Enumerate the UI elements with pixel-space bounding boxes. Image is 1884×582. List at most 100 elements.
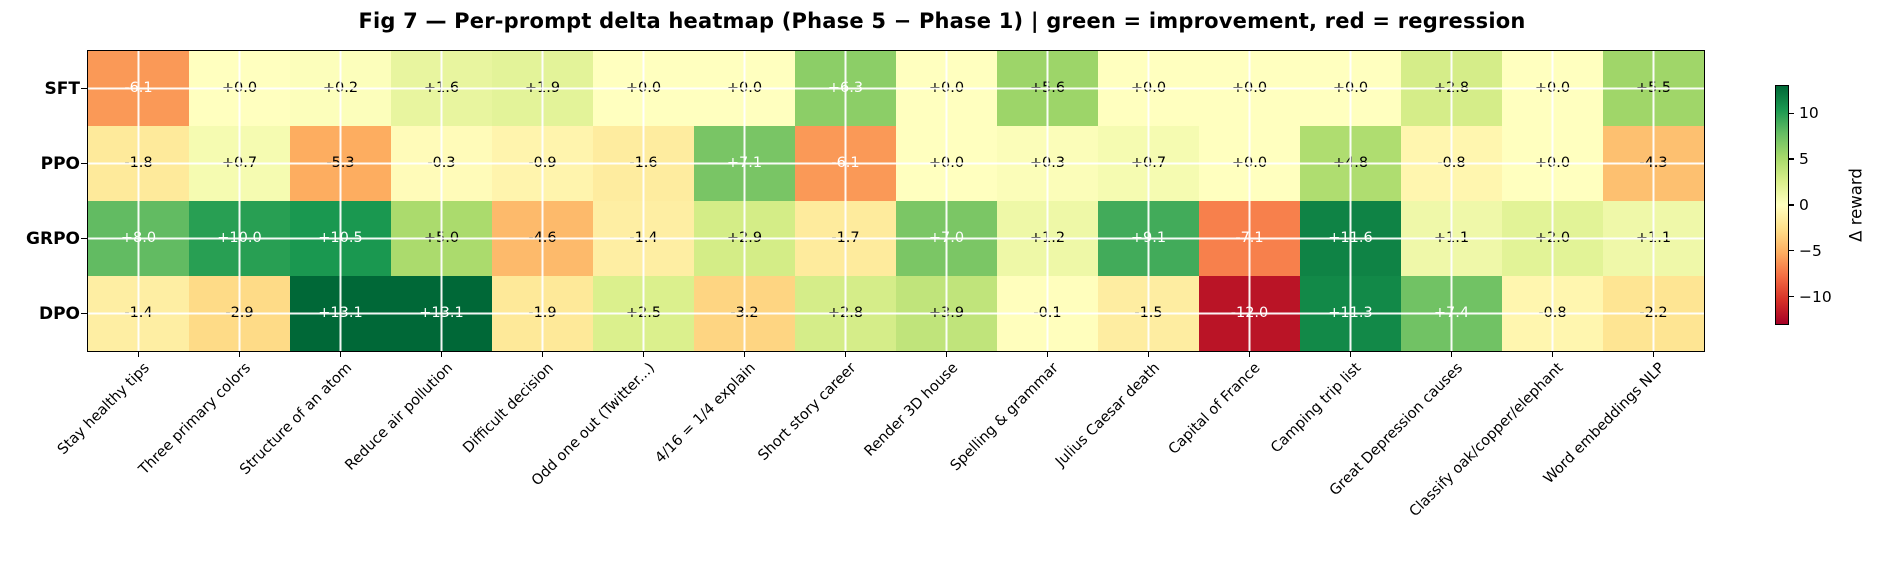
heatmap-cell: +11.3 [1300, 276, 1401, 351]
heatmap-cell: -1.5 [1098, 276, 1199, 351]
cell-value-label: +2.0 [1534, 230, 1571, 247]
heatmap-cell: +6.3 [795, 51, 896, 126]
cell-value-label: +1.1 [1433, 230, 1470, 247]
x-axis-tick [238, 351, 241, 357]
x-axis-label: Camping trip list [1268, 360, 1365, 457]
cell-value-label: +0.3 [1029, 155, 1066, 172]
cell-value-label: +0.0 [1130, 80, 1167, 97]
cell-value-label: +0.0 [1231, 155, 1268, 172]
colorbar-tick-label: −5 [1799, 241, 1822, 260]
heatmap-cell: +0.0 [189, 51, 290, 126]
heatmap-cell: -5.3 [290, 126, 391, 201]
heatmap-cell: +0.0 [1300, 51, 1401, 126]
x-axis-tick [844, 351, 847, 357]
heatmap-cell: -4.3 [1603, 126, 1704, 201]
cell-value-label: +2.5 [625, 305, 662, 322]
x-axis-tick [541, 351, 544, 357]
colorbar-axis-label: Δ reward [1846, 168, 1866, 242]
x-axis-label: Word embeddings NLP [1540, 360, 1668, 488]
y-axis-tick [81, 237, 87, 240]
cell-value-label: -1.4 [629, 230, 658, 247]
cell-value-label: +5.5 [1635, 80, 1672, 97]
cell-value-label: +0.0 [625, 80, 662, 97]
cell-value-label: +2.8 [827, 305, 864, 322]
heatmap-cell: -0.9 [492, 126, 593, 201]
cell-value-label: +0.0 [1534, 155, 1571, 172]
cell-value-label: +1.1 [1635, 230, 1672, 247]
heatmap-cell: +0.0 [1199, 51, 1300, 126]
cell-value-label: +1.6 [423, 80, 460, 97]
cell-value-label: +0.0 [1231, 80, 1268, 97]
colorbar-tick [1789, 250, 1794, 252]
heatmap-cell: +5.5 [1603, 51, 1704, 126]
cell-value-label: +13.1 [318, 305, 363, 322]
heatmap-cell: +1.2 [997, 201, 1098, 276]
x-axis-label: Short story career [755, 360, 860, 465]
heatmap-cell: +2.8 [795, 276, 896, 351]
heatmap-cell: +1.6 [391, 51, 492, 126]
heatmap-cell: +1.1 [1603, 201, 1704, 276]
cell-value-label: -1.4 [124, 305, 153, 322]
x-axis-tick [642, 351, 645, 357]
heatmap-cell: +7.1 [694, 126, 795, 201]
colorbar [1775, 85, 1789, 325]
cell-value-label: -5.3 [326, 155, 355, 172]
heatmap-cell: -7.1 [1199, 201, 1300, 276]
chart-title: Fig 7 — Per-prompt delta heatmap (Phase … [358, 9, 1526, 33]
x-axis-label: Three primary colors [135, 360, 254, 478]
cell-value-label: +6.3 [827, 80, 864, 97]
heatmap-cell: +0.0 [1199, 126, 1300, 201]
heatmap-cell: +1.9 [492, 51, 593, 126]
x-axis-label: Stay healthy tips [54, 360, 153, 458]
heatmap-cell: -6.1 [88, 51, 189, 126]
x-axis-label: Capital of France [1166, 360, 1264, 458]
cell-value-label: +1.9 [524, 80, 561, 97]
x-axis-label: Reduce air pollution [342, 360, 456, 474]
colorbar-tick [1789, 295, 1794, 298]
heatmap-cell: +0.0 [896, 126, 997, 201]
heatmap-cell: -2.2 [1603, 276, 1704, 351]
heatmap-cell: -3.2 [694, 276, 795, 351]
x-axis-label: Structure of an atom [236, 360, 355, 479]
heatmap-cell: -0.3 [391, 126, 492, 201]
heatmap-cell: -1.4 [593, 201, 694, 276]
cell-value-label: -0.1 [1033, 305, 1062, 322]
cell-value-label: -2.9 [225, 305, 254, 322]
heatmap-cell: +0.7 [1098, 126, 1199, 201]
heatmap-cell: -12.0 [1199, 276, 1300, 351]
x-axis-tick [945, 351, 948, 357]
cell-value-label: -6.1 [124, 80, 153, 97]
x-axis-tick [339, 351, 342, 357]
colorbar-tick [1789, 204, 1794, 206]
heatmap-cell: +11.6 [1300, 201, 1401, 276]
x-axis-tick [1450, 351, 1453, 357]
cell-value-label: +13.1 [419, 305, 464, 322]
heatmap-cell: +10.0 [189, 201, 290, 276]
heatmap-cell: +0.0 [593, 51, 694, 126]
cell-value-label: +0.0 [1332, 80, 1369, 97]
heatmap-cell: +2.5 [593, 276, 694, 351]
colorbar-tick-label: 10 [1799, 104, 1819, 123]
heatmap-cell: +1.1 [1401, 201, 1502, 276]
heatmap-cell: -6.1 [795, 126, 896, 201]
heatmap-cell: -2.9 [189, 276, 290, 351]
y-axis-tick [81, 87, 87, 90]
cell-value-label: -12.0 [1230, 305, 1269, 322]
heatmap-cell: +10.5 [290, 201, 391, 276]
heatmap-cell: -0.8 [1401, 126, 1502, 201]
cell-value-label: +5.6 [1029, 80, 1066, 97]
heatmap-cell: +0.2 [290, 51, 391, 126]
x-axis-tick [1147, 351, 1150, 357]
y-axis-label: DPO [38, 303, 80, 324]
heatmap-cell: -4.6 [492, 201, 593, 276]
y-axis-label: PPO [40, 153, 80, 174]
cell-value-label: -4.3 [1639, 155, 1668, 172]
colorbar-tick [1789, 112, 1794, 115]
x-axis-label: Render 3D house [861, 360, 961, 460]
x-axis-tick [137, 351, 140, 357]
colorbar-tick [1789, 158, 1794, 160]
cell-value-label: -3.2 [730, 305, 759, 322]
cell-value-label: -6.1 [831, 155, 860, 172]
heatmap-cell: -1.9 [492, 276, 593, 351]
